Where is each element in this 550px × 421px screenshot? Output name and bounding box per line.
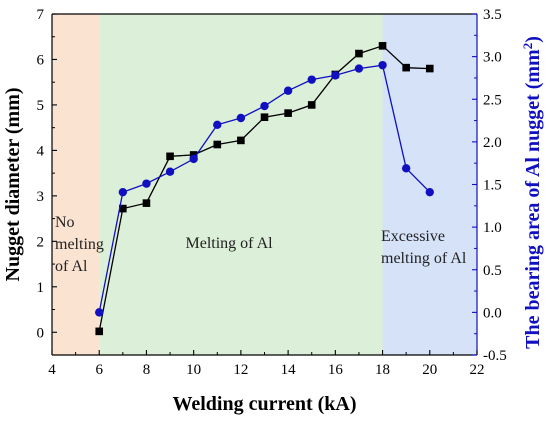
series-1-point-10 [331,71,340,80]
series-1-point-9 [307,75,316,84]
series-0-point-7 [260,113,269,122]
series-0-point-0 [95,327,104,336]
x-tick-label-3: 10 [186,362,201,378]
y-right-axis-title-sup: 2 [520,43,535,50]
x-axis-title: Welding current (kA) [172,393,356,415]
x-tick-label-2: 8 [143,362,151,378]
series-1-point-12 [378,60,387,70]
y-right-tick-label-5: 2.0 [483,135,502,151]
series-1-point-7 [260,101,269,111]
x-tick-label-5: 14 [281,362,297,378]
x-tick-label-8: 20 [422,362,437,378]
series-0-point-3 [166,152,174,161]
region-label-2-1: melting of Al [381,250,467,267]
series-0-point-14 [425,64,434,73]
y-right-axis-title: The bearing area of Al nugget (mm2) [520,36,545,349]
regions-layer [52,14,477,355]
x-tick-label-6: 16 [328,362,344,378]
y-right-axis-title-main: The bearing area of Al nugget (mm [522,49,544,349]
x-tick-label-0: 4 [48,362,56,378]
x-tick-label-7: 18 [375,362,390,378]
series-1-point-0 [95,308,104,317]
series-0-point-1 [119,204,127,213]
series-1-point-2 [142,179,151,188]
y-left-axis-title: Nugget diameter (mm) [2,87,24,281]
series-0-point-2 [142,199,151,207]
y-right-tick-label-8: 3.5 [483,7,502,23]
region-label-0-0: No [55,214,75,231]
x-tick-label-4: 12 [233,362,248,378]
y-left-tick-label-4: 4 [37,143,45,159]
region-label-0-1: melting [55,236,104,253]
series-1-point-13 [401,164,411,173]
series-0-point-9 [307,101,316,109]
region-1 [99,14,383,355]
series-1-point-4 [189,154,198,164]
y-left-tick-label-6: 6 [37,52,45,68]
series-1-point-3 [165,167,175,176]
series-0-point-11 [355,49,363,58]
region-label-2-0: Excessive [381,228,445,245]
series-0-point-8 [284,109,292,117]
region-0 [52,14,100,355]
y-right-tick-label-3: 1.0 [483,220,502,236]
y-left-tick-label-0: 0 [37,325,45,341]
y-left-tick-label-3: 3 [37,189,45,205]
y-right-tick-label-1: 0.0 [483,305,502,321]
series-1-point-5 [213,120,222,130]
x-tick-label-1: 6 [95,362,103,378]
y-left-tick-label-2: 2 [37,234,45,250]
y-right-tick-label-6: 2.5 [483,92,502,108]
series-0-point-12 [378,42,387,50]
region-label-0-2: of Al [55,258,88,275]
labels-layer: No melting of Al Melting of Al Excessive melt… [55,214,467,275]
series-1-point-1 [118,187,128,197]
series-1-point-11 [354,64,364,73]
series-1-point-14 [425,187,434,197]
y-right-axis-title-close: ) [522,36,544,43]
series-1-point-8 [283,86,293,95]
series-0-point-5 [213,140,222,149]
y-right-tick-label-4: 1.5 [483,178,502,194]
y-right-tick-label-7: 3.0 [483,50,502,66]
y-right-tick-label-2: 0.5 [483,263,502,279]
series-1-point-6 [236,113,246,123]
region-label-1-0: Melting of Al [186,235,274,252]
y-right-tick-label-0: -0.5 [483,348,507,364]
series-layer [95,42,434,336]
y-left-tick-label-5: 5 [37,98,45,114]
series-0-point-6 [237,136,245,145]
series-0-point-13 [402,63,410,72]
y-left-tick-label-7: 7 [37,7,45,23]
axes-layer: 4 6 8 10 12 14 16 18 20 2201234567-0.50.00.51.01.… [2,7,544,415]
x-tick-label-9: 22 [470,362,485,378]
y-left-tick-label-1: 1 [37,280,45,296]
